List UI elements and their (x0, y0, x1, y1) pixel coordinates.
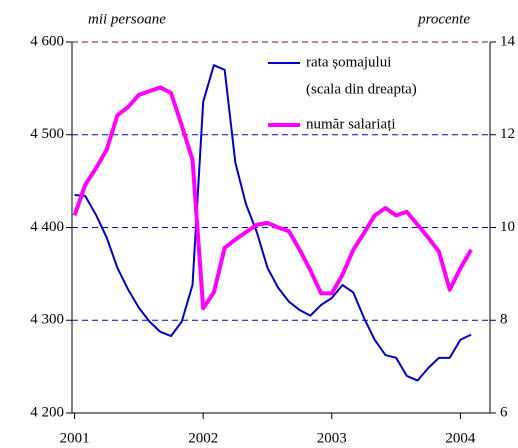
series-line (72, 85, 473, 311)
y2-tick-label: 12 (500, 126, 515, 142)
legend-label: număr salariați (306, 116, 396, 132)
legend-label: rata șomajului (306, 54, 391, 70)
x-tick-label: 2001 (60, 430, 90, 446)
x-tick-label: 2004 (445, 430, 476, 446)
y-tick-label: 4 300 (30, 312, 64, 328)
x-tick-label: 2002 (188, 430, 218, 446)
y-tick-label: 4 400 (30, 219, 64, 235)
y-tick-label: 4 600 (30, 33, 64, 49)
x-tick-label: 2003 (317, 430, 347, 446)
y2-tick-label: 10 (500, 219, 515, 235)
y2-tick-label: 6 (500, 404, 508, 420)
series-line (74, 64, 472, 382)
y2-tick-label: 8 (500, 312, 508, 328)
right-axis-unit: procente (417, 11, 470, 27)
y-tick-label: 4 500 (30, 126, 64, 142)
left-axis-unit: mii persoane (88, 11, 166, 27)
y2-tick-label: 14 (500, 33, 516, 49)
y-tick-label: 4 200 (30, 404, 64, 420)
legend-note: (scala din dreapta) (306, 81, 417, 97)
